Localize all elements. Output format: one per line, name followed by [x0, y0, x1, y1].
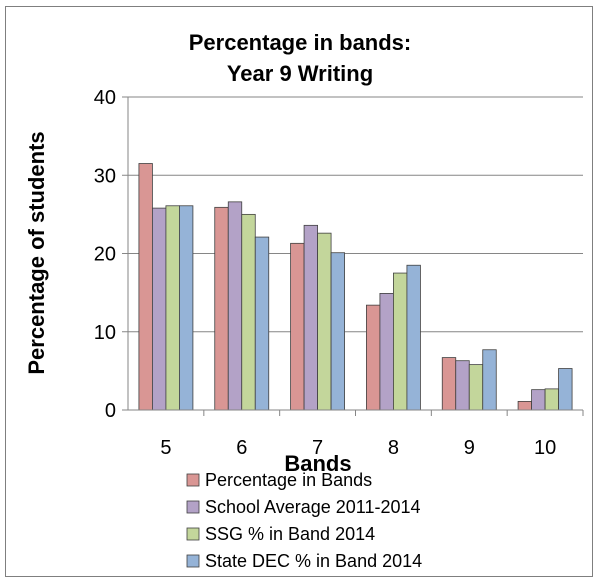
- bars: [138, 163, 573, 411]
- bar-band-9-series-4: [482, 349, 497, 411]
- y-tick-labels: 0 10 20 30 40: [94, 87, 116, 422]
- bar-band-6-series-3: [241, 213, 256, 411]
- bar-band-10-series-4: [558, 368, 573, 411]
- bar-band-6-series-2: [227, 201, 243, 411]
- bar-band-5-series-2: [152, 207, 167, 411]
- bar-band-7-series-3: [317, 232, 332, 411]
- bar-band-10-series-3: [544, 388, 559, 411]
- bar-band-9-series-2: [455, 360, 470, 411]
- axes: [127, 97, 584, 416]
- bar-band-7-series-1: [290, 242, 305, 411]
- x-axis-title: Bands: [284, 451, 351, 476]
- chart-title-line-2: Year 9 Writing: [227, 61, 373, 86]
- y-tick-label-30: 30: [94, 165, 116, 187]
- bar-band-5-series-3: [165, 205, 180, 411]
- bar-band-8-series-3: [393, 272, 408, 411]
- x-tick-label-7: 7: [312, 437, 323, 459]
- bar-band-5-series-1: [138, 163, 153, 411]
- bar-band-8-series-2: [379, 293, 394, 411]
- bar-band-6-series-1: [214, 206, 229, 411]
- x-tick-labels: 5 6 7 8 9 10: [160, 437, 556, 459]
- x-tick-label-10: 10: [534, 437, 556, 459]
- bar-band-7-series-4: [330, 252, 345, 411]
- legend: Percentage in Bands School Average 2011-2…: [186, 470, 422, 571]
- y-tick-label-20: 20: [94, 244, 116, 266]
- bar-band-8-series-4: [406, 264, 421, 411]
- gridlines: [122, 96, 583, 411]
- legend-label-4: State DEC % in Band 2014: [205, 551, 422, 571]
- y-axis-title: Percentage of students: [24, 131, 49, 374]
- bar-band-10-series-2: [531, 389, 546, 411]
- y-tick-label-40: 40: [94, 87, 116, 109]
- chart-title-line-1: Percentage in bands:: [189, 30, 412, 55]
- x-tick-label-8: 8: [388, 437, 399, 459]
- bar-band-9-series-1: [441, 357, 457, 411]
- x-tick-label-9: 9: [464, 437, 475, 459]
- chart-frame: Percentage in bands: Year 9 Writing 0 10 20…: [5, 6, 593, 577]
- y-tick-label-0: 0: [105, 400, 116, 422]
- legend-label-1: Percentage in Bands: [205, 470, 372, 490]
- legend-swatch-4: [186, 554, 200, 568]
- bar-band-5-series-4: [179, 205, 194, 411]
- legend-swatch-3: [186, 527, 200, 541]
- x-tick-label-5: 5: [160, 437, 171, 459]
- x-tick-label-6: 6: [236, 437, 247, 459]
- legend-swatch-1: [186, 473, 200, 487]
- bar-band-8-series-1: [366, 304, 381, 411]
- bar-band-7-series-2: [303, 224, 318, 411]
- chart-title: Percentage in bands: Year 9 Writing: [189, 30, 412, 86]
- legend-swatch-2: [186, 500, 200, 514]
- bar-band-10-series-1: [517, 400, 532, 411]
- legend-label-2: School Average 2011-2014: [205, 497, 421, 517]
- bar-band-6-series-4: [254, 236, 270, 411]
- legend-label-3: SSG % in Band 2014: [205, 524, 375, 544]
- y-tick-label-10: 10: [94, 322, 116, 344]
- bar-band-9-series-3: [468, 364, 484, 411]
